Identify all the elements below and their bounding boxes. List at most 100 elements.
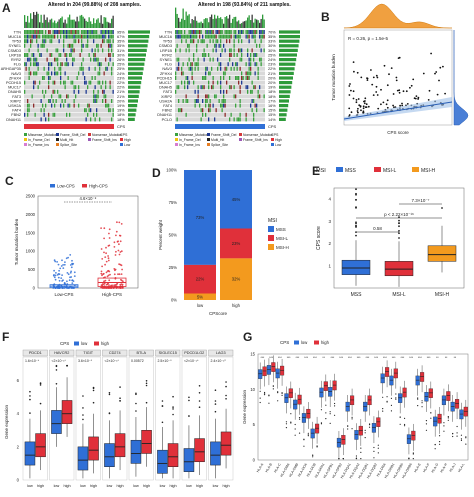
jitter-point [60,277,63,279]
outlier-point [412,453,414,455]
facet-frame [181,356,207,481]
oncoplot-top-bar [238,20,240,28]
outlier-point [214,400,217,402]
oncoplot-cell [194,103,196,108]
oncoplot-cell [33,53,35,57]
oncoplot-side-bar [279,113,287,117]
jitter-point [103,227,106,230]
jitter-point [117,287,120,289]
oncoplot-cell [81,43,83,48]
oncoplot-row-bg [24,57,114,62]
x-tick-label: high [116,484,123,488]
oncoplot-cell [27,112,29,117]
jitter-point [53,274,55,276]
scatter-point [401,104,404,107]
oncoplot-row-bg [175,112,265,117]
oncoplot-cell [108,39,110,44]
oncoplot-cell [108,30,110,34]
outlier-point [198,400,201,402]
oncoplot-cell [224,112,226,117]
facet-pvalue: <2×10⁻¹⁶ [184,359,199,363]
oncoplot-cell [202,85,204,90]
oncoplot-cell [190,62,192,67]
oncoplot-side-bar [279,99,289,103]
oncoplot-cell [209,30,211,34]
jitter-point [55,272,57,274]
oncoplot-cell [43,94,45,99]
legend-swatch [268,235,274,241]
outlier-point [198,385,201,387]
oncoplot-cell [235,30,237,34]
scatter-point [372,76,375,79]
oncoplot-cell [176,66,178,71]
scatter-point [428,89,431,92]
oncoplot-cell [197,85,199,90]
oncoplot-top-bar [223,23,225,28]
oncoplot-cell [112,108,114,113]
oncoplot-cell [214,94,216,99]
oncoplot-cell [78,85,80,90]
oncoplot-cell [206,99,208,103]
oncoplot-gene-label: MUC16 [8,35,21,39]
oncoplot-cell [254,39,256,44]
oncoplot-top-bar [69,14,71,28]
oncoplot-top-bar [90,21,92,28]
oncoplot-cell [223,94,225,99]
oncoplot-cell [208,34,210,39]
oncoplot-cell [111,117,113,122]
box [428,388,433,398]
oncoplot-cell [88,66,90,71]
jitter-point [115,283,118,286]
oncoplot-cell [94,99,96,103]
oncoplot-gene-label: NAV3 [162,67,172,71]
oncoplot-legend-text: Frame_Shift_Del [60,133,86,137]
jitter-point [56,261,58,263]
oncoplot-legend-text: Splice_Site [60,143,77,147]
oncoplot-cell [75,34,77,39]
oncoplot-cell [226,80,228,85]
oncoplot-cell [184,80,186,85]
oncoplot-cell [99,71,101,76]
oncoplot-gene-label: FAT3 [163,90,172,94]
oncoplot-cell [250,62,252,67]
oncoplot-cell [208,103,210,108]
box [433,416,438,427]
oncoplot-top-bar [229,14,231,28]
oncoplot-cell [223,103,225,108]
y-tick-label: 500 [28,267,36,272]
x-tick-label: HLA-DPA1 [314,462,326,478]
oncoplot-cell [66,57,68,62]
oncoplot-top-bar [103,17,105,28]
oncoplot-cell [190,39,192,44]
oncoplot-pct-label: 25% [117,63,125,67]
outlier-point [272,388,274,390]
oncoplot-cell [229,117,231,122]
oncoplot-pct-label: 22% [117,81,125,85]
oncoplot-cell [105,30,107,34]
scatter-point [370,69,372,71]
scatter-point [383,64,386,67]
legend-swatch [336,167,343,172]
oncoplot-top-bar [241,23,243,28]
facet-strip [181,349,207,357]
oncoplot-cell [247,76,249,80]
oncoplot-cell [97,57,99,62]
oncoplot-cell [208,80,210,85]
oncoplot-side-bar [279,39,300,43]
scatter-point [363,100,365,103]
significance-mark: ** [445,356,448,360]
outlier-point [108,392,111,394]
oncoplot-cell [84,76,86,80]
oncoplot-cell [34,57,36,62]
oncoplot-top-bar [70,19,72,28]
box [367,395,372,406]
oncoplot-pct-label: 22% [117,86,125,90]
oncoplot-cell [112,30,114,34]
jitter-point [115,234,117,237]
significance-mark: *** [348,356,352,360]
significance-mark: *** [427,356,431,360]
comparison-pvalue: 4.6×10⁻⁸ [80,196,97,201]
oncoplot-cell [109,85,111,90]
scatter-point [435,71,438,73]
jitter-point [102,283,105,285]
